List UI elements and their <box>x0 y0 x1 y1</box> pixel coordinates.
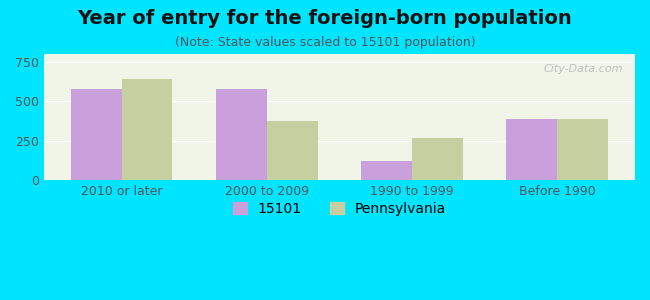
Bar <box>506 119 557 180</box>
Text: Year of entry for the foreign-born population: Year of entry for the foreign-born popul… <box>77 9 573 28</box>
Legend: 15101, Pennsylvania: 15101, Pennsylvania <box>227 196 452 221</box>
Bar <box>216 89 266 180</box>
Bar <box>361 161 412 180</box>
Bar <box>122 79 172 180</box>
Bar <box>266 121 318 180</box>
Bar <box>557 119 608 180</box>
Text: (Note: State values scaled to 15101 population): (Note: State values scaled to 15101 popu… <box>175 36 475 49</box>
Text: City-Data.com: City-Data.com <box>543 64 623 74</box>
Bar <box>71 89 122 180</box>
Bar <box>412 138 463 180</box>
